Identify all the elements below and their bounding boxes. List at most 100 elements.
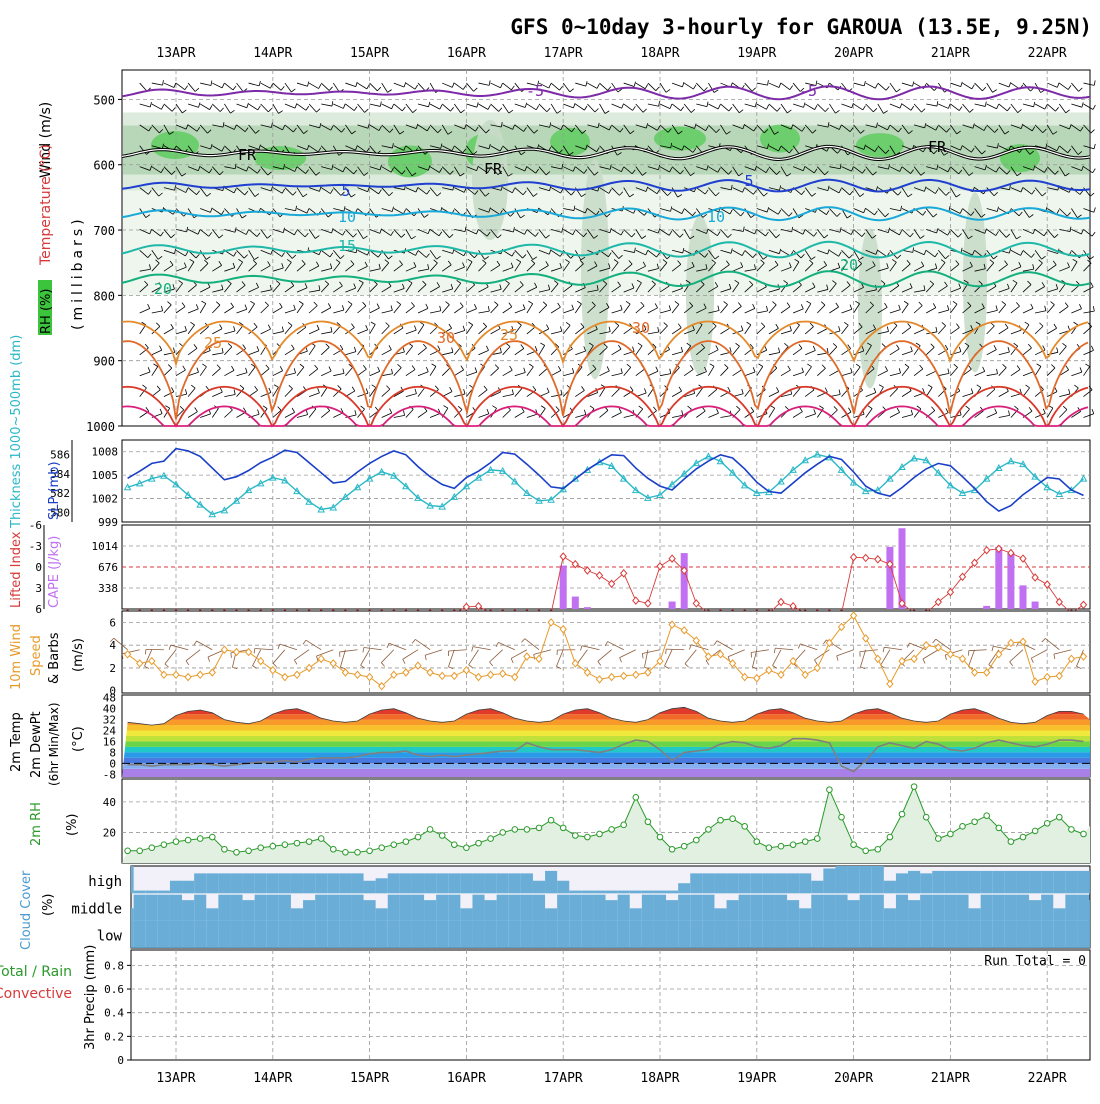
contour-label: 25 bbox=[500, 326, 518, 344]
rh2m-point bbox=[718, 817, 724, 823]
cloud-middle-bar bbox=[618, 895, 630, 921]
cloud-middle-bar bbox=[642, 895, 654, 921]
li-tick-label: -6 bbox=[29, 519, 42, 532]
cloud-high-bar bbox=[412, 873, 424, 893]
cloud-high-bar bbox=[896, 873, 908, 893]
cloud-middle-bar bbox=[218, 895, 230, 921]
rh2m-point bbox=[185, 837, 191, 843]
cloud-middle-bar bbox=[170, 895, 182, 921]
rh-blob bbox=[856, 133, 904, 157]
cape-label-li: Lifted Index bbox=[9, 531, 24, 608]
cloud-middle-bar bbox=[472, 895, 484, 921]
contour-label: 20 bbox=[154, 280, 172, 298]
wind10m-label-1: 10m Wind bbox=[9, 624, 24, 690]
cloud-middle-bar bbox=[1053, 908, 1065, 920]
contour-label: 30 bbox=[437, 329, 455, 347]
thickness-tick-label: 586 bbox=[50, 448, 70, 461]
cloud-middle-bar bbox=[872, 895, 884, 921]
cloud-middle-bar bbox=[146, 895, 158, 921]
rh2m-point bbox=[391, 842, 397, 848]
rh2m-point bbox=[367, 848, 373, 854]
contour-label: FR bbox=[928, 138, 947, 156]
cloud-high-bar bbox=[920, 873, 932, 893]
cloud-level-label: high bbox=[88, 874, 122, 890]
date-label-bottom: 22APR bbox=[1028, 1071, 1067, 1086]
rh2m-point bbox=[633, 795, 639, 801]
cloud-low-bar bbox=[714, 921, 726, 948]
cloud-middle-bar bbox=[908, 900, 920, 920]
cape-tick-label: 676 bbox=[98, 561, 118, 574]
rh2m-point bbox=[1032, 828, 1038, 834]
date-label-bottom: 15APR bbox=[350, 1071, 389, 1086]
rh2m-point bbox=[210, 834, 216, 840]
cloud-high-bar bbox=[279, 873, 291, 893]
rh2m-point bbox=[197, 836, 203, 842]
upper-ylabel-mb: (millibars) bbox=[70, 215, 86, 330]
rh2m-point bbox=[125, 848, 131, 854]
precip-label-axis: 3hr Precip (mm) bbox=[83, 945, 98, 1050]
cloud-low-bar bbox=[291, 921, 303, 948]
cape-bar bbox=[1007, 553, 1014, 609]
cape-bar bbox=[584, 607, 591, 609]
cloud-high-bar bbox=[1065, 871, 1077, 893]
cloud-high-bar bbox=[243, 873, 255, 893]
rh2m-point bbox=[669, 846, 675, 852]
rh2m-point bbox=[839, 814, 845, 820]
cloud-middle-bar bbox=[194, 895, 206, 921]
cloud-high-bar bbox=[1029, 871, 1041, 893]
cloud-middle-bar bbox=[182, 900, 194, 920]
cape-label-cape: CAPE (J/kg) bbox=[47, 536, 62, 608]
rh2m-label-1: 2m RH bbox=[29, 802, 44, 846]
cloud-low-bar bbox=[460, 921, 472, 948]
cloud-middle-bar bbox=[702, 895, 714, 921]
cloud-low-bar bbox=[654, 921, 666, 948]
slp-tick-label: 1008 bbox=[92, 446, 119, 459]
temp2m-band bbox=[122, 763, 1090, 768]
cloud-low-bar bbox=[823, 921, 835, 948]
cloud-low-bar bbox=[702, 921, 714, 948]
cloud-middle-bar bbox=[751, 895, 763, 921]
rh2m-point bbox=[560, 825, 566, 831]
contour-label: FR bbox=[484, 160, 503, 178]
rh2m-point bbox=[573, 833, 579, 839]
rh2m-point bbox=[694, 837, 700, 843]
cloud-middle-bar bbox=[206, 908, 218, 920]
cloud-high-bar bbox=[872, 866, 884, 893]
date-label-bottom: 16APR bbox=[447, 1071, 486, 1086]
cloud-middle-bar bbox=[654, 895, 666, 921]
cape-tick-label: 1014 bbox=[92, 540, 119, 553]
cloud-middle-bar bbox=[255, 895, 267, 921]
rh2m-point bbox=[161, 842, 167, 848]
precip-label-total: Total / Rain bbox=[0, 964, 72, 980]
cape-bar bbox=[983, 606, 990, 609]
cloud-middle-bar bbox=[364, 900, 376, 920]
precip-tick-label: 0.6 bbox=[104, 983, 124, 996]
rh2m-point bbox=[984, 813, 990, 819]
cloud-low-bar bbox=[206, 921, 218, 948]
rh2m-point bbox=[464, 845, 470, 851]
rh2m-point bbox=[887, 834, 893, 840]
cloud-high-bar bbox=[666, 891, 678, 894]
rh2m-point bbox=[754, 839, 760, 845]
contour-label: 10 bbox=[338, 208, 356, 226]
cloud-high-bar bbox=[291, 873, 303, 893]
rh2m-point bbox=[911, 784, 917, 790]
cloud-middle-bar bbox=[993, 895, 1005, 921]
rh2m-point bbox=[899, 811, 905, 817]
rh2m-point bbox=[512, 827, 518, 833]
cloud-middle-bar bbox=[424, 900, 436, 920]
date-label-bottom: 13APR bbox=[156, 1071, 195, 1086]
cloud-low-bar bbox=[1065, 921, 1077, 948]
rh2m-point bbox=[851, 842, 857, 848]
cloud-low-bar bbox=[485, 921, 497, 948]
cloud-low-bar bbox=[872, 921, 884, 948]
cloud-low-bar bbox=[569, 921, 581, 948]
cloud-low-bar bbox=[131, 921, 134, 948]
cloud-low-bar bbox=[364, 921, 376, 948]
cloud-middle-bar bbox=[460, 908, 472, 920]
cloud-middle-bar bbox=[291, 908, 303, 920]
rh2m-point bbox=[597, 831, 603, 837]
rh-blob bbox=[581, 159, 609, 379]
cloud-high-bar bbox=[569, 891, 581, 894]
cloud-low-bar bbox=[448, 921, 460, 948]
